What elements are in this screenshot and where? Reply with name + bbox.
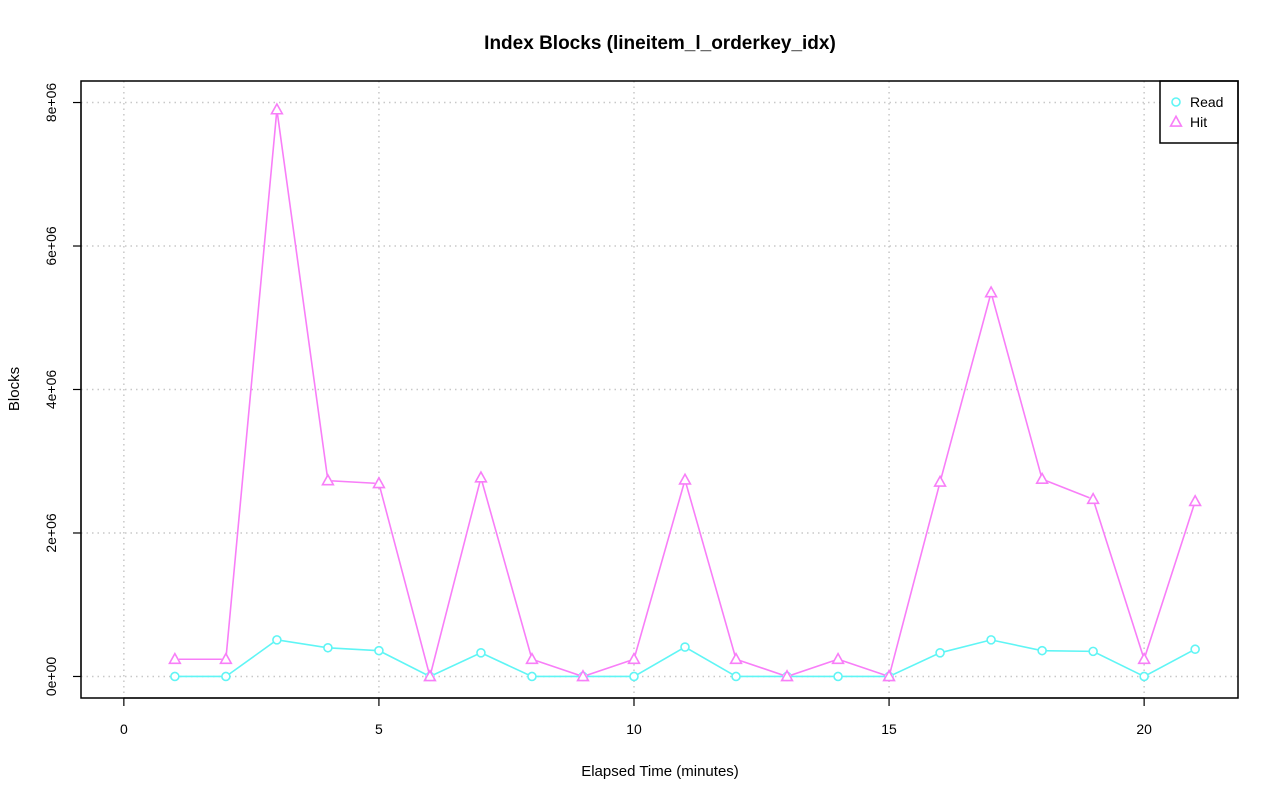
x-axis-label: Elapsed Time (minutes) (581, 763, 739, 780)
series-layer (168, 102, 1202, 682)
legend-box (1159, 80, 1239, 144)
y-tick-label: 0e+00 (43, 657, 59, 697)
marker-bg (732, 672, 741, 681)
data-point-read (272, 635, 282, 645)
marker-bg (1038, 646, 1047, 655)
data-point-read (1088, 646, 1098, 657)
y-tick-label: 2e+06 (43, 513, 59, 553)
y-tick-label: 6e+06 (43, 226, 59, 266)
data-point-hit (984, 285, 998, 298)
data-point-hit (423, 669, 437, 682)
marker-bg (221, 672, 230, 681)
data-point-hit (729, 651, 743, 665)
marker-bg (629, 672, 638, 681)
data-point-read (323, 642, 333, 653)
data-point-hit (576, 669, 590, 682)
data-point-hit (474, 470, 488, 483)
x-tick-label: 15 (881, 721, 897, 737)
data-point-hit (168, 651, 182, 665)
data-point-hit (219, 651, 233, 665)
data-point-hit (1137, 651, 1151, 665)
data-point-hit (270, 102, 284, 115)
legend-marker-hit (1169, 114, 1183, 127)
x-tick-label: 5 (375, 721, 383, 737)
data-point-hit (321, 473, 335, 486)
data-point-hit (1035, 471, 1049, 485)
data-point-read (527, 671, 537, 682)
marker-bg (936, 648, 945, 657)
marker-bg (1089, 647, 1098, 656)
legend: Read Hit (1159, 80, 1239, 144)
data-point-hit (882, 669, 896, 682)
data-point-read (476, 648, 486, 658)
series-line-hit (174, 109, 1196, 680)
x-tick-label: 20 (1136, 721, 1152, 737)
data-point-hit (678, 472, 692, 485)
x-tick-label: 0 (120, 721, 128, 737)
marker-bg (1191, 645, 1200, 654)
x-tick-label: 10 (626, 721, 642, 737)
marker-bg (834, 672, 843, 681)
marker-bg (527, 672, 536, 681)
marker-bg (987, 635, 996, 644)
legend-label-read: Read (1190, 94, 1223, 110)
legend-label-hit: Hit (1190, 114, 1207, 130)
data-point-hit (1188, 494, 1202, 507)
data-point-read (629, 671, 639, 682)
data-point-read (935, 648, 945, 658)
marker-bg (323, 643, 332, 652)
data-point-hit (933, 474, 947, 487)
series-hit (168, 102, 1202, 682)
data-point-read (833, 671, 843, 682)
marker-bg (1140, 672, 1149, 681)
grid-lines (81, 81, 1238, 698)
data-point-hit (372, 476, 386, 489)
data-point-read (221, 671, 231, 682)
data-point-read (680, 642, 690, 652)
data-point-read (1139, 671, 1149, 682)
marker-bg (170, 672, 179, 681)
data-point-read (731, 671, 741, 682)
chart-title: Index Blocks (lineitem_l_orderkey_idx) (484, 33, 836, 54)
marker-bg (272, 635, 281, 644)
plot-frame (80, 80, 1239, 699)
data-point-hit (627, 651, 641, 665)
data-point-hit (831, 651, 845, 665)
y-tick-label: 8e+06 (43, 83, 59, 123)
y-axis-label: Blocks (6, 367, 23, 411)
y-tick-label: 4e+06 (43, 370, 59, 410)
data-point-read (374, 645, 384, 656)
data-point-read (170, 671, 180, 682)
data-point-hit (525, 651, 539, 665)
data-point-hit (780, 669, 794, 682)
data-point-read (1037, 645, 1047, 656)
legend-marker-read (1171, 97, 1181, 107)
marker-bg (476, 648, 485, 657)
data-point-read (1190, 644, 1200, 655)
data-point-read (986, 635, 996, 645)
marker-bg (681, 643, 690, 652)
data-point-hit (1086, 491, 1100, 505)
marker-bg (374, 646, 383, 655)
series-read (170, 635, 1200, 682)
axes: 0 5 10 15 20 0e+00 2e+06 4e+06 6e+06 8e+06 (43, 83, 1152, 737)
